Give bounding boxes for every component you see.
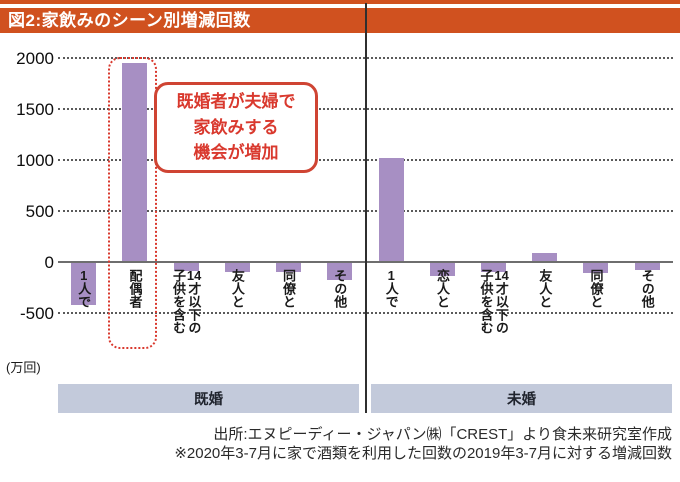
x-axis-label: 友人と (537, 269, 553, 308)
title-band: 図2:家飲みのシーン別増減回数 (0, 8, 680, 33)
y-axis-tick-label: 1500 (16, 99, 54, 119)
x-axis-label: 恋人と (434, 269, 450, 308)
y-axis-tick-label: 500 (25, 201, 54, 221)
group-divider-line (365, 3, 367, 413)
bar-未婚-2 (429, 262, 455, 277)
bar-未婚-1 (378, 158, 404, 262)
group-label-married: 既婚 (194, 392, 223, 408)
bar-既婚-6 (327, 262, 353, 280)
x-axis-label: 友人と (229, 269, 245, 308)
unit-label: (万回) (6, 360, 41, 375)
bar-既婚-2 (122, 63, 148, 262)
x-axis-label: 配偶者 (127, 269, 143, 308)
footer-notes: 出所:エヌピーディー・ジャパン㈱「CREST」より食未来研究室作成 ※2020年… (174, 425, 672, 463)
note-text: ※2020年3-7月に家で酒類を利用した回数の2019年3-7月に対する増減回数 (174, 445, 672, 463)
annotation-line-3: 機会が増加 (193, 143, 279, 163)
source-text: 出所:エヌピーディー・ジャパン㈱「CREST」より食未来研究室作成 (213, 426, 672, 443)
x-axis-label: 14才以下の子供を含む (171, 269, 202, 334)
bar-未婚-5 (583, 262, 609, 274)
x-axis-label: その他 (639, 269, 655, 308)
y-axis-tick-label: 0 (44, 252, 54, 272)
figure-title: 図2:家飲みのシーン別増減回数 (8, 11, 251, 30)
y-axis-tick-label: 2000 (16, 48, 54, 68)
bar-既婚-3 (173, 262, 199, 272)
x-axis-label: 1人で (383, 269, 399, 308)
annotation-line-2: 家飲みする (193, 117, 279, 137)
bar-未婚-3 (481, 262, 506, 273)
bar-既婚-1 (71, 262, 97, 305)
annotation-line-1: 既婚者が夫婦で (176, 92, 296, 112)
x-axis-label: 同僚と (588, 269, 604, 308)
y-axis-tick-label: 1000 (16, 150, 54, 170)
x-axis-label: 同僚と (281, 269, 297, 308)
bar-既婚-4 (224, 262, 250, 273)
highlight-dotted-rect (108, 57, 157, 349)
top-accent-line (0, 0, 680, 4)
x-axis-label: その他 (332, 269, 348, 308)
x-axis-label: 14才以下の子供を含む (478, 269, 509, 334)
group-band-unmarried: 未婚 (371, 384, 672, 413)
y-axis-tick-label: -500 (19, 303, 54, 323)
bar-未婚-4 (532, 252, 558, 262)
group-label-unmarried: 未婚 (507, 392, 536, 408)
x-axis-label: 1人で (76, 269, 92, 308)
group-band-married: 既婚 (58, 384, 359, 413)
bar-未婚-6 (634, 262, 660, 271)
annotation-callout: 既婚者が夫婦で 家飲みする 機会が増加 (154, 82, 318, 173)
bar-既婚-5 (275, 262, 301, 272)
